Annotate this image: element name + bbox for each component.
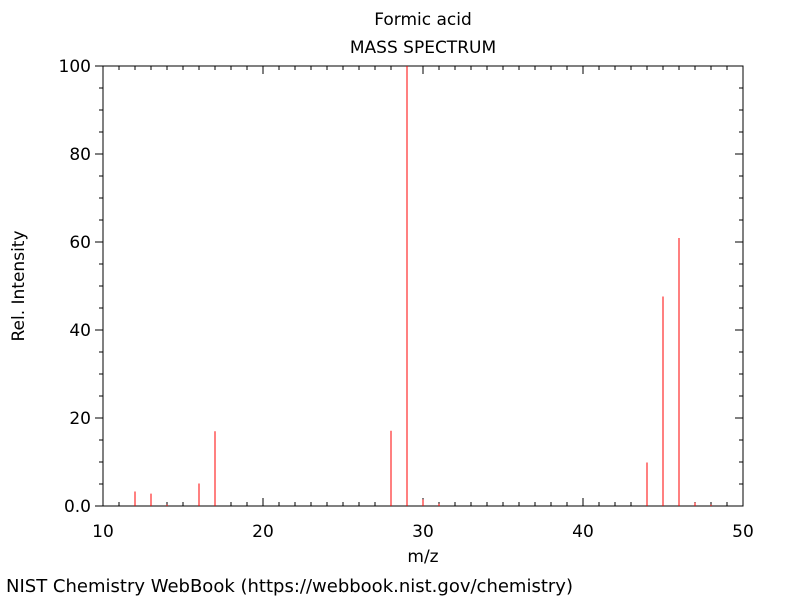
x-tick-label: 20	[252, 522, 274, 542]
x-tick-label: 10	[92, 522, 114, 542]
y-tick-label: 0.0	[64, 497, 91, 517]
source-footer: NIST Chemistry WebBook (https://webbook.…	[6, 576, 573, 597]
chart-title: Formic acid	[374, 10, 472, 30]
y-tick-label: 20	[69, 409, 91, 429]
y-tick-label: 80	[69, 145, 91, 165]
plot-frame	[102, 65, 744, 507]
y-tick-label: 100	[59, 57, 91, 77]
x-tick-label: 30	[412, 522, 434, 542]
x-axis-label: m/z	[407, 547, 438, 567]
chart-subtitle: MASS SPECTRUM	[349, 38, 497, 58]
y-tick-label: 60	[69, 233, 91, 253]
y-axis-label: Rel. Intensity	[9, 230, 29, 341]
x-tick-label: 50	[732, 522, 754, 542]
x-tick-label: 40	[572, 522, 594, 542]
y-tick-label: 40	[69, 321, 91, 341]
